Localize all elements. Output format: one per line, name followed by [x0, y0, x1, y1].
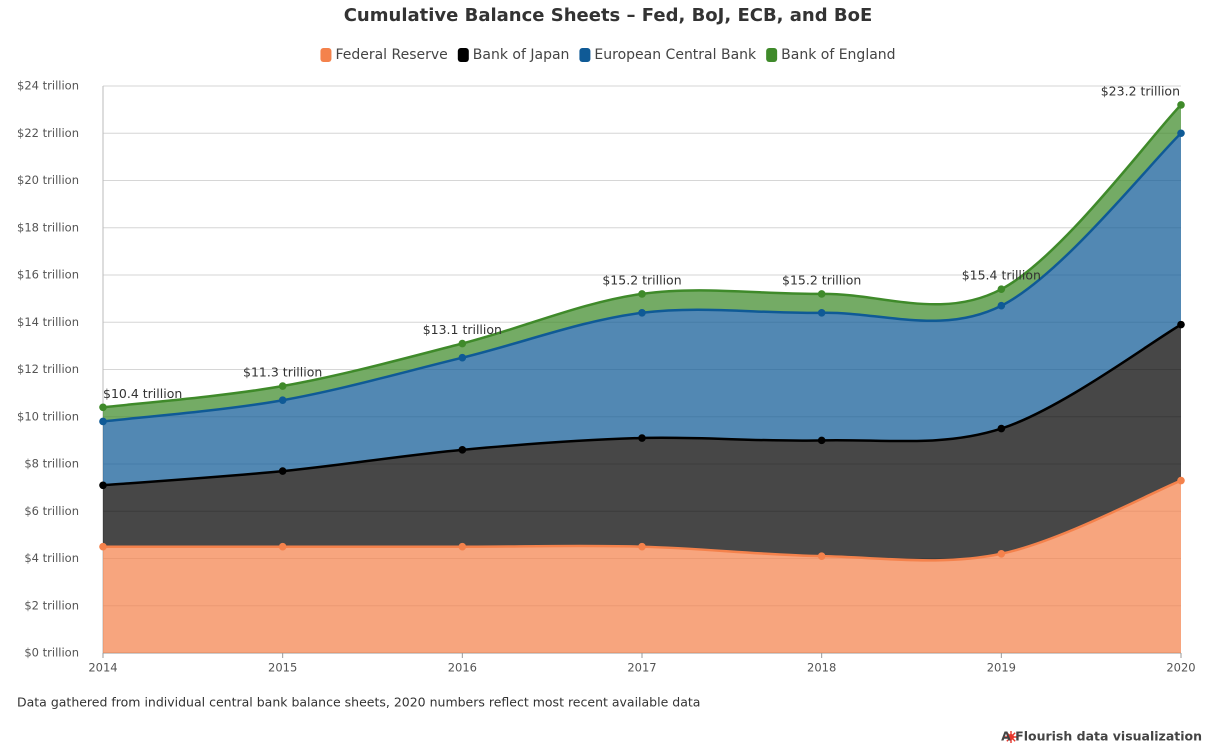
y-tick-label: $24 trillion [17, 79, 79, 93]
point [458, 446, 467, 454]
legend-label: Federal Reserve [335, 47, 447, 63]
x-tick-label: 2014 [88, 661, 117, 675]
point [458, 339, 467, 348]
y-tick-label: $6 trillion [24, 504, 79, 518]
legend-label: Bank of England [781, 47, 895, 63]
credit[interactable]: A Flourish data visualization [1001, 729, 1202, 744]
point [99, 542, 107, 551]
y-tick-label: $10 trillion [17, 409, 79, 423]
total-label: $13.1 trillion [423, 322, 502, 337]
point [817, 436, 826, 445]
legend: Federal Reserve Bank of Japan European Cen… [320, 47, 896, 63]
chart-title: Cumulative Balance Sheets – Fed, BoJ, EC… [344, 5, 873, 26]
point [997, 549, 1006, 558]
point [458, 353, 467, 362]
legend-swatch [579, 48, 591, 62]
point [1177, 476, 1185, 485]
point [817, 290, 826, 298]
legend-label: European Central Bank [594, 47, 757, 63]
total-label: $10.4 trillion [103, 386, 182, 401]
point [997, 285, 1006, 293]
legend-swatch [766, 48, 778, 62]
y-tick-label: $8 trillion [24, 457, 79, 471]
point [278, 542, 287, 551]
x-tick-label: 2018 [807, 661, 836, 675]
legend-label: Bank of Japan [473, 47, 570, 63]
point [278, 467, 287, 475]
y-tick-label: $12 trillion [17, 362, 79, 376]
total-label: $11.3 trillion [243, 365, 322, 380]
legend-swatch [457, 48, 469, 62]
area [103, 133, 1181, 486]
y-tick-label: $20 trillion [17, 173, 79, 187]
y-tick-label: $4 trillion [24, 551, 79, 565]
point [99, 403, 107, 412]
area [103, 480, 1181, 653]
x-tick-label: 2017 [627, 661, 656, 675]
point [458, 542, 467, 551]
point [638, 290, 646, 298]
point [638, 542, 646, 551]
point [1177, 320, 1185, 329]
y-tick-label: $14 trillion [17, 315, 79, 329]
point [997, 424, 1006, 433]
y-tick-label: $16 trillion [17, 268, 79, 282]
x-tick-label: 2015 [268, 661, 297, 675]
flourish-icon [1005, 731, 1017, 743]
y-tick-label: $18 trillion [17, 220, 79, 234]
point [1177, 129, 1185, 138]
legend-swatch [320, 48, 332, 62]
y-tick-label: $2 trillion [24, 598, 79, 612]
total-label: $23.2 trillion [1101, 83, 1180, 98]
y-tick-label: $22 trillion [17, 126, 79, 140]
footnote: Data gathered from individual central ba… [17, 695, 700, 710]
point [638, 309, 646, 317]
area [103, 324, 1181, 561]
x-tick-label: 2016 [448, 661, 477, 675]
point [817, 552, 826, 560]
y-tick-label: $0 trillion [24, 646, 79, 660]
total-label: $15.2 trillion [782, 272, 861, 287]
point [638, 434, 646, 442]
x-tick-label: 2020 [1166, 661, 1195, 675]
point [278, 396, 287, 405]
total-label: $15.4 trillion [962, 268, 1041, 283]
x-tick-label: 2019 [987, 661, 1016, 675]
total-label: $15.2 trillion [602, 272, 681, 287]
point [1177, 101, 1185, 109]
point [99, 417, 107, 426]
point [997, 301, 1006, 310]
point [99, 481, 107, 490]
point [817, 309, 826, 317]
point [278, 382, 287, 390]
